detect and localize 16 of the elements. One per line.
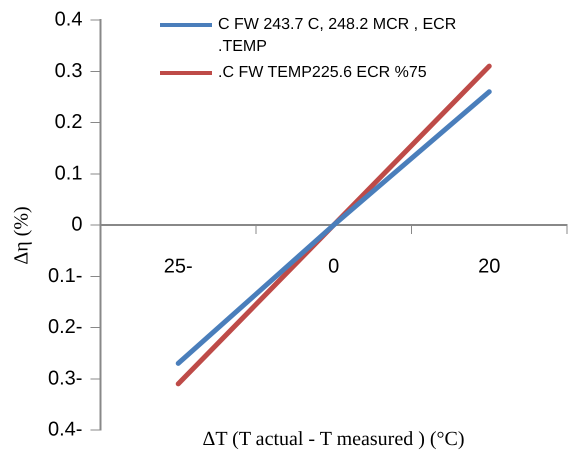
x-axis-title: ΔT (T actual - T measured ) (°C) — [201, 428, 466, 451]
y-tick-label: 0.1- — [48, 264, 82, 287]
y-axis-title: Δη (%) — [10, 206, 34, 264]
y-tick-label: 0.1 — [54, 162, 82, 184]
y-tick-label: 0.4- — [48, 418, 82, 441]
x-tick-label: 20 — [478, 256, 500, 278]
y-tick-label: 0.3- — [48, 367, 82, 390]
y-tick-label: 0.2 — [54, 111, 82, 134]
y-tick-label: 0.4 — [54, 8, 82, 31]
y-tick-label: 0 — [71, 214, 82, 236]
x-tick-label: 0 — [328, 256, 340, 278]
x-tick-label: 25- — [164, 256, 193, 278]
y-tick-label: 0.3 — [54, 60, 82, 82]
legend-label: C FW 243.7 C, 248.2 MCR , ECR .TEMP — [218, 15, 458, 57]
y-tick-label: 0.2- — [48, 316, 82, 338]
legend-label: .C FW TEMP225.6 ECR %75 — [218, 63, 428, 83]
